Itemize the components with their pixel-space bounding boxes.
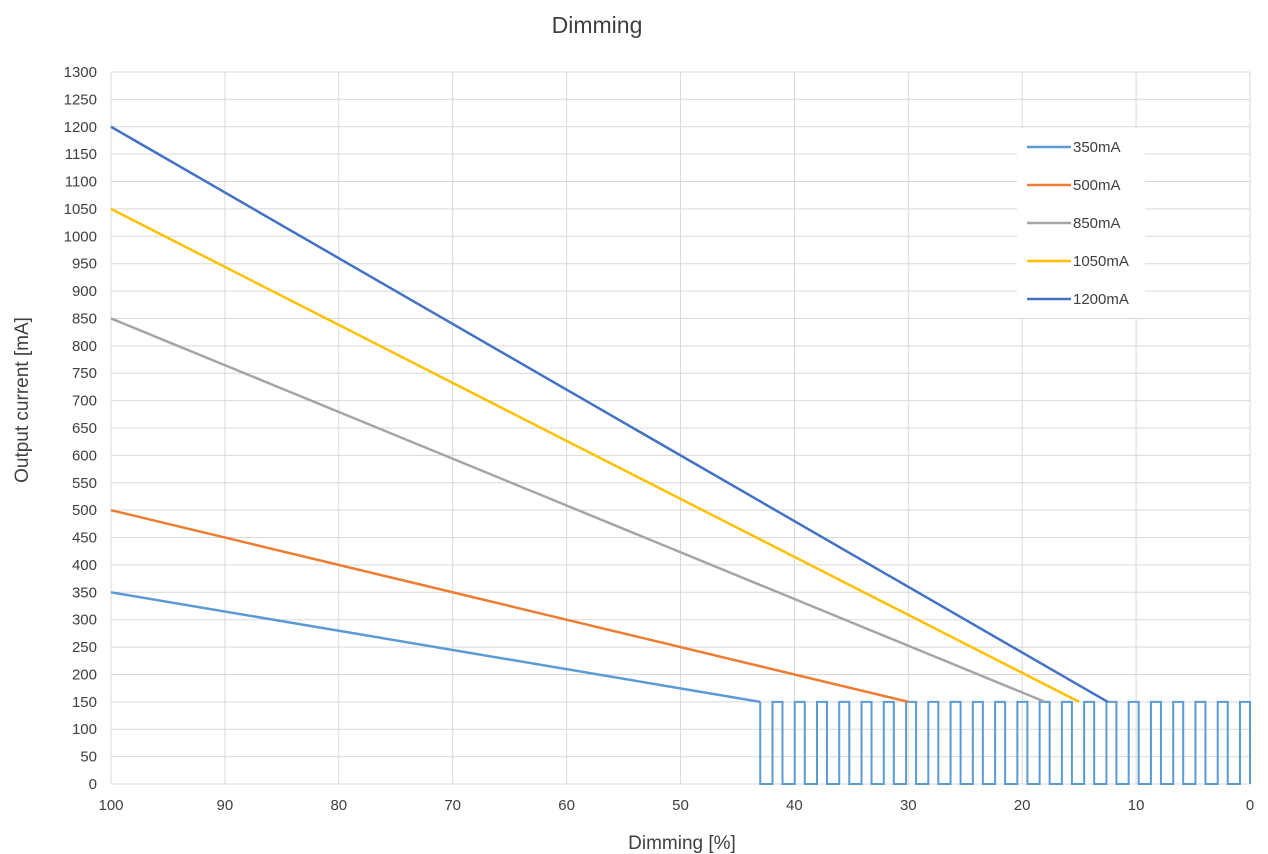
y-tick-label: 800 bbox=[72, 338, 97, 355]
y-tick-label: 150 bbox=[72, 694, 97, 711]
y-tick-label: 100 bbox=[72, 721, 97, 738]
y-tick-label: 300 bbox=[72, 612, 97, 629]
x-tick-label: 70 bbox=[444, 797, 461, 814]
x-tick-label: 80 bbox=[330, 797, 347, 814]
x-tick-label: 40 bbox=[786, 797, 803, 814]
series-line-1200ma bbox=[110, 125, 1109, 703]
x-axis-label: Dimming [%] bbox=[628, 833, 736, 854]
y-tick-label: 950 bbox=[72, 256, 97, 273]
y-tick-label: 1000 bbox=[64, 228, 97, 245]
x-tick-label: 0 bbox=[1246, 797, 1254, 814]
pwm-pulse-line bbox=[759, 700, 1251, 785]
legend: 350mA 500mA 850mA 1050mA 1200mA bbox=[1017, 128, 1145, 318]
y-tick-label: 1300 bbox=[64, 64, 97, 81]
chart-title: Dimming bbox=[552, 12, 643, 38]
series-lines bbox=[110, 125, 1251, 785]
y-tick-label: 750 bbox=[72, 365, 97, 382]
series-line-350ma bbox=[110, 591, 761, 704]
y-tick-label: 200 bbox=[72, 666, 97, 683]
y-tick-label: 1100 bbox=[65, 174, 97, 191]
x-tick-label: 60 bbox=[558, 797, 575, 814]
y-tick-label: 600 bbox=[72, 447, 97, 464]
y-tick-label: 1150 bbox=[65, 146, 97, 163]
x-tick-label: 90 bbox=[217, 797, 234, 814]
series-line-1050ma bbox=[110, 207, 1080, 703]
y-tick-label: 1050 bbox=[64, 201, 97, 218]
tick-labels: 0501001502002503003504004505005506006507… bbox=[64, 64, 1255, 814]
y-axis-label: Output current [mA] bbox=[12, 317, 33, 483]
x-tick-label: 20 bbox=[1014, 797, 1031, 814]
y-tick-label: 350 bbox=[72, 584, 97, 601]
y-tick-label: 700 bbox=[72, 393, 97, 410]
series-line-500ma bbox=[110, 508, 909, 704]
y-tick-label: 850 bbox=[72, 310, 97, 327]
y-tick-label: 900 bbox=[72, 283, 97, 300]
x-tick-label: 10 bbox=[1128, 797, 1145, 814]
y-tick-label: 650 bbox=[72, 420, 97, 437]
legend-label-1050ma: 1050mA bbox=[1073, 253, 1129, 270]
y-tick-label: 500 bbox=[72, 502, 97, 519]
y-tick-label: 550 bbox=[72, 475, 97, 492]
legend-label-350ma: 350mA bbox=[1073, 139, 1121, 156]
x-tick-label: 100 bbox=[98, 797, 123, 814]
y-tick-label: 450 bbox=[72, 530, 97, 547]
legend-label-1200ma: 1200mA bbox=[1073, 291, 1129, 308]
y-tick-label: 50 bbox=[80, 749, 97, 766]
y-tick-label: 1200 bbox=[64, 119, 97, 136]
y-tick-label: 0 bbox=[89, 776, 97, 793]
y-tick-label: 250 bbox=[72, 639, 97, 656]
series-line-850ma bbox=[110, 317, 1046, 704]
y-tick-label: 1250 bbox=[64, 91, 97, 108]
legend-label-500ma: 500mA bbox=[1073, 177, 1121, 194]
y-tick-label: 400 bbox=[72, 557, 97, 574]
x-tick-label: 50 bbox=[672, 797, 689, 814]
x-tick-label: 30 bbox=[900, 797, 917, 814]
legend-label-850ma: 850mA bbox=[1073, 215, 1121, 232]
